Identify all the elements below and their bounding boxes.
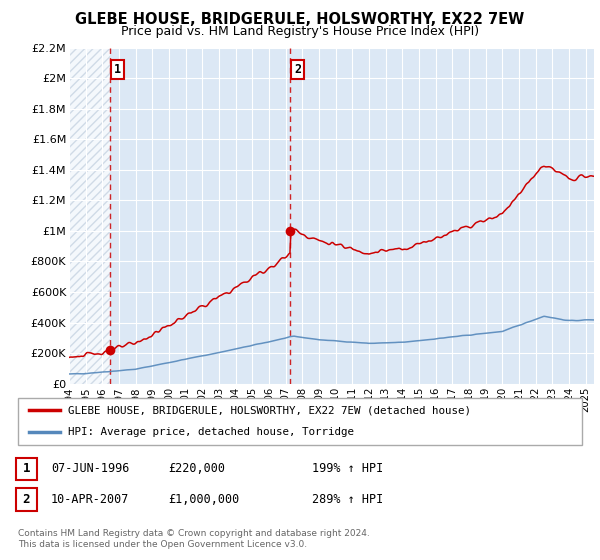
Text: 2: 2	[295, 63, 301, 76]
FancyBboxPatch shape	[18, 398, 582, 445]
Text: Contains HM Land Registry data © Crown copyright and database right 2024.: Contains HM Land Registry data © Crown c…	[18, 529, 370, 538]
Text: GLEBE HOUSE, BRIDGERULE, HOLSWORTHY, EX22 7EW (detached house): GLEBE HOUSE, BRIDGERULE, HOLSWORTHY, EX2…	[68, 405, 470, 416]
Text: 289% ↑ HPI: 289% ↑ HPI	[312, 493, 383, 506]
Text: 10-APR-2007: 10-APR-2007	[51, 493, 130, 506]
Text: £220,000: £220,000	[168, 462, 225, 475]
Text: 2: 2	[23, 493, 30, 506]
Text: This data is licensed under the Open Government Licence v3.0.: This data is licensed under the Open Gov…	[18, 540, 307, 549]
Text: HPI: Average price, detached house, Torridge: HPI: Average price, detached house, Torr…	[68, 427, 353, 437]
Text: £1,000,000: £1,000,000	[168, 493, 239, 506]
Text: 199% ↑ HPI: 199% ↑ HPI	[312, 462, 383, 475]
Text: Price paid vs. HM Land Registry's House Price Index (HPI): Price paid vs. HM Land Registry's House …	[121, 25, 479, 38]
Text: 1: 1	[23, 462, 30, 475]
Text: 1: 1	[114, 63, 121, 76]
Text: GLEBE HOUSE, BRIDGERULE, HOLSWORTHY, EX22 7EW: GLEBE HOUSE, BRIDGERULE, HOLSWORTHY, EX2…	[76, 12, 524, 27]
Text: 07-JUN-1996: 07-JUN-1996	[51, 462, 130, 475]
